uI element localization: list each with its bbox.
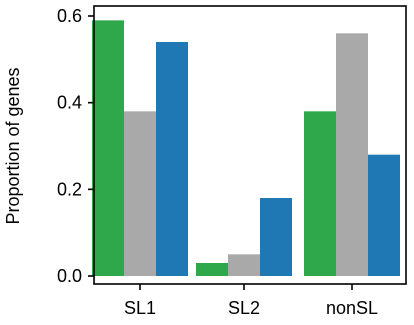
bar-sl2-series-3 — [260, 198, 292, 276]
x-tick-label: nonSL — [326, 298, 378, 318]
y-tick-label: 0.0 — [57, 266, 82, 286]
plot-area: 0.0 0.2 0.4 0.6 SL1 SL2 nonSL — [57, 5, 407, 318]
bar-sl1-series-3 — [156, 42, 188, 276]
bar-nonsl-series-2 — [336, 33, 368, 277]
y-tick-label: 0.6 — [57, 6, 82, 26]
x-tick-label: SL1 — [124, 298, 156, 318]
bar-nonsl-series-1 — [304, 111, 336, 276]
bar-sl2-series-2 — [228, 254, 260, 276]
bar-sl2-series-1 — [196, 263, 228, 276]
bar-sl1-series-1 — [92, 20, 124, 277]
x-tick-label: SL2 — [228, 298, 260, 318]
axes-frame — [93, 5, 407, 285]
y-axis-label: Proportion of genes — [3, 67, 23, 224]
y-tick-label: 0.4 — [57, 93, 82, 113]
bar-sl1-series-2 — [124, 111, 156, 276]
bar-nonsl-series-3 — [368, 154, 400, 276]
y-tick-label: 0.2 — [57, 179, 82, 199]
